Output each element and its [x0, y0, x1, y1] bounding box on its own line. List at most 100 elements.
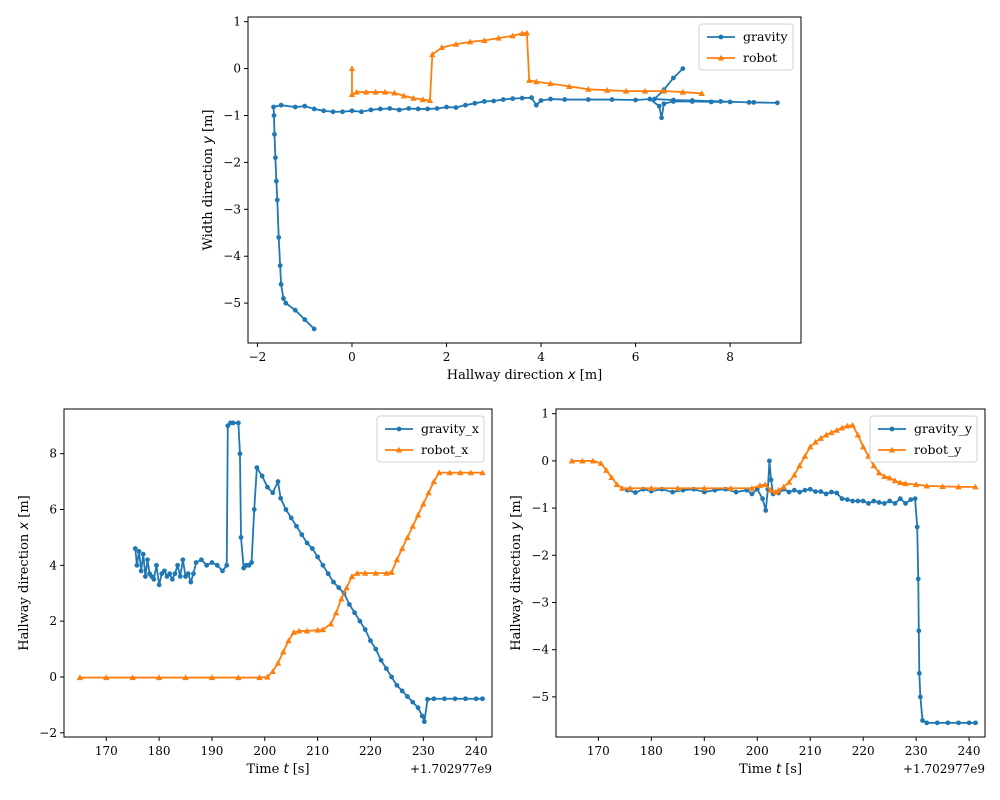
series-robot-point-17 [509, 32, 516, 39]
series-robot-point-1 [348, 91, 356, 97]
series-gravity-point-45 [585, 97, 591, 102]
series-gravity-point-25 [387, 106, 393, 111]
series-legend-robot_x-point-0 [395, 446, 403, 453]
series-gravity-point-44 [562, 97, 568, 102]
legend-robot_y-label: robot_y [914, 442, 962, 457]
series-gravity_x-point-73 [410, 699, 416, 705]
series-gravity_y-point-42 [887, 498, 893, 504]
series-gravity_y-point-53 [920, 718, 925, 723]
series-robot_y-point-4 [603, 467, 610, 473]
series-robot_y-point-25 [812, 438, 819, 445]
series-gravity-point-27 [406, 106, 412, 111]
series-gravity_y-point-32 [834, 490, 840, 496]
series-robot_y [568, 421, 979, 495]
top-trajectory-plot: −2 0 2 4 6 8 −5 −4 −3 −2 −1 0 1 Hallway direction x [… [201, 15, 802, 383]
series-gravity_y-point-51 [916, 670, 922, 676]
series-gravity_y-point-45 [903, 500, 908, 506]
series-gravity_x-point-55 [315, 554, 321, 560]
series-gravity_x-point-79 [442, 696, 447, 702]
x-tick-label-2: 190 [200, 744, 223, 758]
series-robot_x-point-12 [285, 637, 292, 644]
series-robot_y-point-26 [817, 435, 825, 441]
series-gravity_x-point-51 [294, 523, 299, 529]
series-gravity_x [132, 420, 485, 725]
series-robot_y-point-6 [613, 481, 621, 488]
series-robot_y-point-38 [881, 473, 888, 480]
series-robot_x-point-40 [479, 469, 486, 476]
series-gravity_x-point-3 [138, 568, 144, 574]
series-robot_x-point-31 [409, 523, 416, 529]
series-gravity_x-point-9 [151, 576, 157, 582]
x-axis-label: Time t [s] [246, 762, 309, 777]
series-gravity-point-41 [533, 102, 539, 108]
series-gravity_x-point-45 [265, 484, 270, 490]
x-tick-label-3: 4 [537, 350, 545, 364]
series-gravity-point-60 [689, 98, 695, 103]
series-gravity_y-line [627, 460, 976, 724]
series-gravity_x-point-16 [169, 576, 175, 582]
series-gravity_y-point-8 [701, 489, 707, 495]
series-gravity_x-point-41 [249, 560, 254, 565]
series-robot_x-point-8 [264, 673, 271, 680]
axes-frame [555, 408, 986, 738]
series-gravity_y-point-27 [807, 486, 813, 492]
series-gravity-point-26 [396, 107, 402, 113]
bottom-left-time-x-plot: 170 180 190 200 210 220 230 240 −2 0 2 4 6 8 Time t [s… [17, 408, 493, 777]
legend-gravity_y-label: gravity_y [914, 421, 973, 436]
series-gravity_y-point-35 [850, 498, 855, 504]
series-robot_y-point-46 [955, 483, 962, 490]
series-robot_x-point-6 [235, 674, 242, 681]
series-gravity_y-point-23 [786, 489, 792, 495]
series-gravity-point-10 [273, 155, 278, 161]
series-gravity_x-point-4 [140, 551, 146, 557]
x-tick-label-2: 190 [693, 744, 716, 758]
series-gravity-point-4 [281, 296, 286, 301]
axes-frame [247, 16, 802, 344]
series-gravity_x-point-35 [235, 420, 241, 426]
series-gravity_x-point-13 [161, 568, 167, 574]
y-tick-label-4: −1 [531, 501, 549, 515]
series-gravity_x-point-52 [299, 532, 305, 538]
series-gravity_x-point-5 [142, 574, 148, 579]
series-gravity-point-12 [271, 113, 277, 118]
series-gravity-point-31 [444, 104, 449, 110]
x-tick-label-4: 210 [306, 744, 329, 758]
series-gravity_x-point-82 [473, 696, 479, 702]
series-gravity-point-57 [774, 100, 780, 106]
series-robot-point-8 [410, 94, 417, 101]
series-robot-point-26 [622, 87, 630, 94]
series-gravity_y-point-24 [791, 487, 797, 493]
series-gravity-point-13 [271, 104, 276, 110]
x-tick-label-0: 170 [95, 744, 118, 758]
series-gravity-point-30 [434, 106, 440, 111]
series-gravity_x-point-2 [136, 548, 142, 554]
series-gravity-point-1 [302, 317, 308, 322]
series-gravity-point-14 [278, 102, 284, 108]
y-tick-label-5: 8 [49, 447, 57, 461]
series-robot-point-9 [419, 96, 427, 103]
series-robot_x-point-5 [208, 674, 216, 681]
series-robot-point-23 [566, 83, 573, 89]
y-axis-label: Width direction y [m] [201, 109, 216, 250]
series-gravity-point-7 [276, 235, 282, 240]
x-tick-label-5: 220 [359, 744, 382, 758]
series-gravity_x-point-63 [357, 618, 363, 624]
series-gravity-line [272, 67, 779, 330]
series-gravity_x-point-70 [394, 682, 400, 688]
series-robot_y-point-0 [568, 457, 576, 464]
y-tick-label-5: 0 [233, 62, 241, 76]
series-gravity_y-point-43 [892, 500, 898, 506]
x-tick-label-1: 180 [640, 744, 663, 758]
series-gravity_y-point-14 [754, 486, 760, 492]
series-robot-point-20 [526, 77, 533, 83]
series-robot-point-16 [495, 34, 502, 41]
series-robot_x-point-19 [332, 609, 340, 616]
series-gravity-point-15 [292, 104, 298, 110]
series-gravity_y-point-52 [917, 694, 923, 700]
series-gravity_y-point-55 [934, 720, 940, 726]
series-robot_x-point-18 [327, 620, 335, 627]
series-gravity_y-point-28 [813, 489, 818, 494]
series-gravity-point-18 [321, 108, 327, 114]
series-gravity_x-point-81 [463, 696, 468, 702]
series-gravity-point-46 [609, 97, 615, 102]
